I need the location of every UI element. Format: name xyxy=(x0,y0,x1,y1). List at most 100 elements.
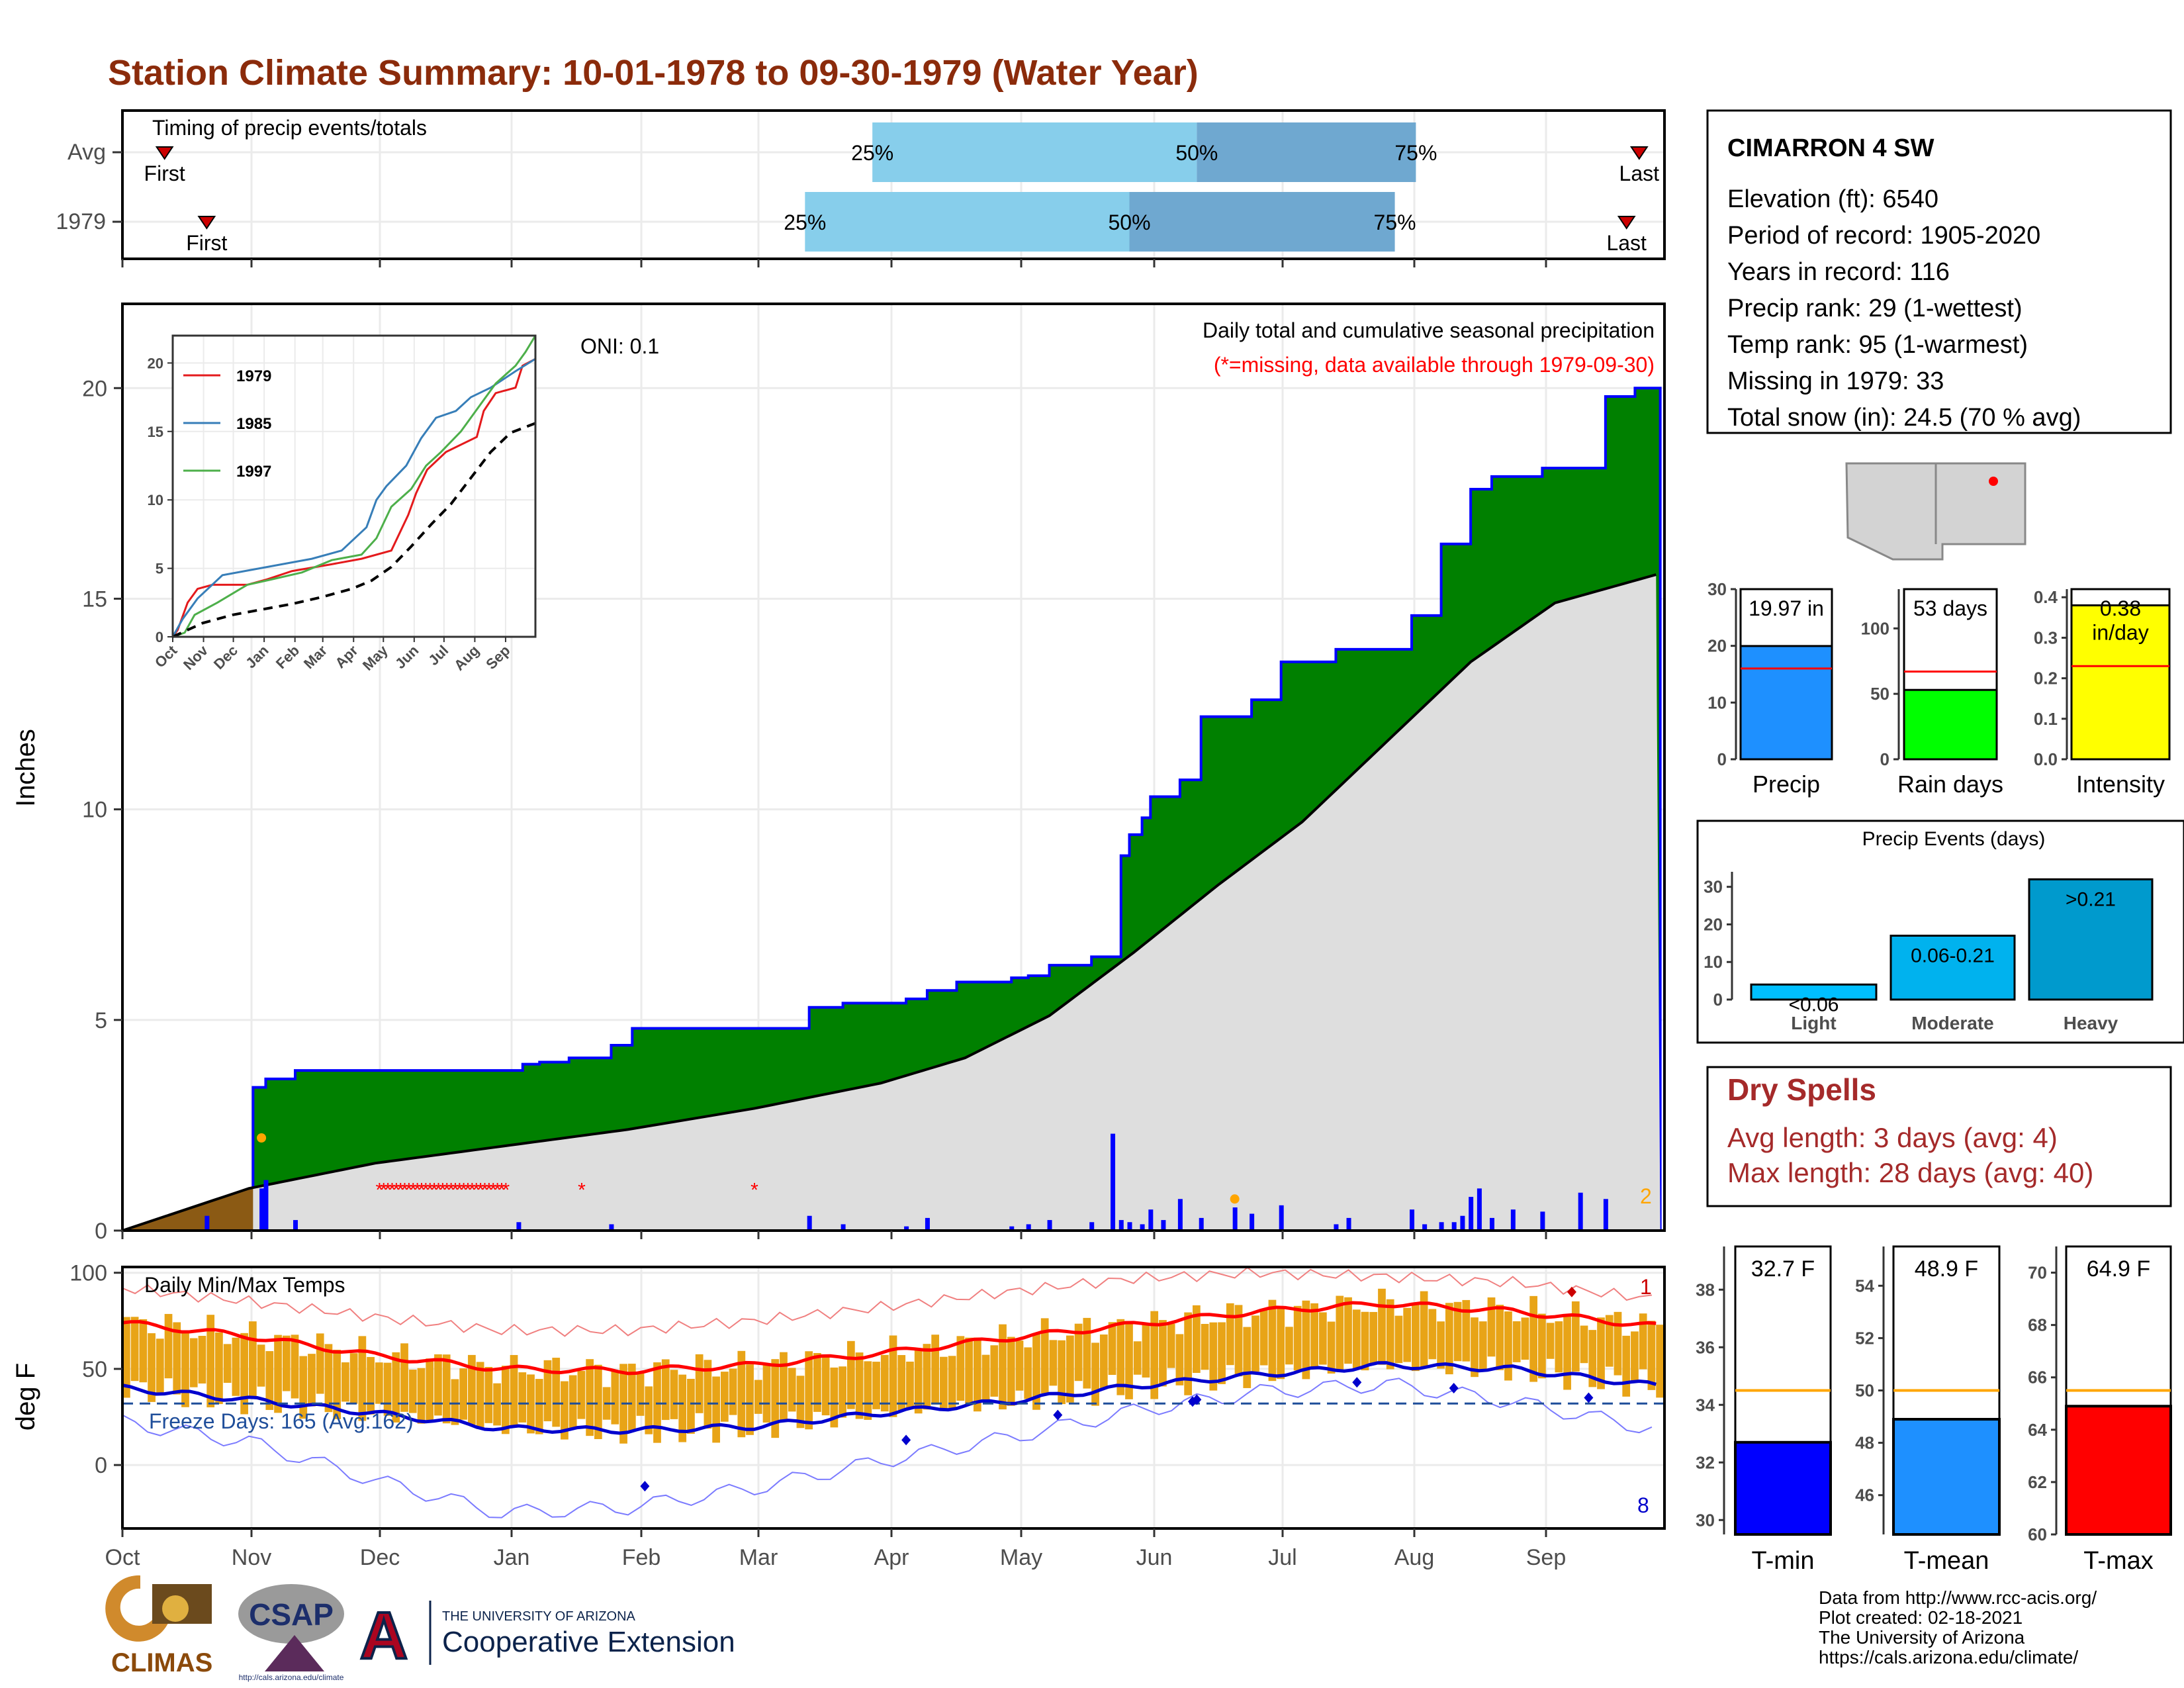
daily-precip-bar xyxy=(1451,1222,1457,1231)
timing-bar-q50-q75-1 xyxy=(1129,192,1395,252)
record-low-marker-icon xyxy=(1053,1409,1063,1421)
summary-bar-ticklabel-2-1: 0.1 xyxy=(2034,709,2058,729)
daily-temp-range-bar xyxy=(1159,1320,1167,1387)
daily-precip-bar xyxy=(1469,1197,1474,1231)
daily-temp-range-bar xyxy=(846,1340,855,1409)
daily-temp-range-bar xyxy=(400,1343,408,1412)
temperature-panel: 0 50 100 deg F Daily Min/Max Temps Freeze … xyxy=(11,1261,1666,1570)
temp-summary-label-1: T-mean xyxy=(1904,1547,1989,1575)
inset-y-ticklabel-4: 20 xyxy=(148,355,163,371)
temp-summary-ticklabel-0-3: 36 xyxy=(1696,1337,1715,1357)
temp-summary-label-2: T-max xyxy=(2083,1547,2154,1575)
station-detail-line-4: Temp rank: 95 (1-warmest) xyxy=(1727,331,2028,359)
summary-bar-ticklabel-2-2: 0.2 xyxy=(2034,669,2058,688)
daily-temp-range-bar xyxy=(1546,1323,1555,1359)
inset-legend-label-0: 1979 xyxy=(236,367,271,385)
precip-events-title: Precip Events (days) xyxy=(1862,828,2046,850)
temp-summary-ticklabel-2-5: 70 xyxy=(2028,1263,2047,1283)
summary-bar-unit-2: in/day xyxy=(2092,620,2148,644)
missing-day-star-icon: * xyxy=(443,1179,451,1201)
daily-temp-range-bar xyxy=(274,1335,282,1413)
daily-temp-range-bar xyxy=(291,1335,299,1399)
daily-temp-range-bar xyxy=(308,1354,316,1407)
daily-temp-range-bar xyxy=(1277,1308,1285,1380)
daily-temp-range-bar xyxy=(569,1375,577,1429)
daily-temp-range-bar xyxy=(973,1337,981,1412)
daily-temp-range-bar xyxy=(1083,1317,1091,1389)
daily-temp-range-bar xyxy=(1445,1303,1453,1375)
average-cumulative-line xyxy=(122,573,1657,1232)
month-label-4: Feb xyxy=(622,1545,661,1570)
daily-temp-range-bar xyxy=(678,1374,687,1442)
timing-frame xyxy=(121,109,1666,260)
daily-temp-range-bar xyxy=(914,1350,923,1414)
daily-temp-range-bar xyxy=(1091,1342,1099,1406)
daily-temp-range-bar xyxy=(805,1351,813,1430)
daily-precip-bar xyxy=(259,1188,265,1231)
daily-temp-range-bar xyxy=(1512,1321,1521,1362)
daily-temp-range-bar xyxy=(855,1352,864,1419)
inset-y-ticklabel-3: 15 xyxy=(148,424,163,440)
daily-temp-range-bar xyxy=(1344,1297,1352,1364)
daily-temp-range-bar xyxy=(695,1354,704,1413)
daily-temp-range-bar xyxy=(459,1368,468,1420)
daily-temp-range-bar xyxy=(1066,1335,1074,1403)
precip-count-label: 2 xyxy=(1640,1184,1652,1208)
daily-temp-range-bar xyxy=(864,1361,872,1420)
record-max-envelope-line xyxy=(122,1266,1653,1337)
climas-logo-swirl xyxy=(105,1575,169,1642)
station-detail-line-5: Missing in 1979: 33 xyxy=(1727,367,1944,395)
daily-precip-bar xyxy=(1334,1224,1339,1231)
events-y-ticklabel-3: 30 xyxy=(1704,877,1723,897)
daily-temp-range-bar xyxy=(1471,1317,1479,1378)
daily-temp-range-bar xyxy=(468,1354,476,1425)
daily-precip-bar xyxy=(1118,1220,1124,1231)
month-label-5: Mar xyxy=(739,1545,778,1570)
precip-y-axis: 0 5 10 15 20 xyxy=(82,376,1547,1244)
last-event-marker-icon-0 xyxy=(1629,146,1649,160)
missing-day-star-icon: * xyxy=(494,1179,502,1201)
timing-q75-label-0: 75% xyxy=(1394,141,1437,165)
daily-temp-range-bar xyxy=(956,1336,965,1401)
temp-summary-ticklabel-0-2: 34 xyxy=(1696,1395,1715,1415)
daily-precip-bar xyxy=(263,1180,269,1231)
daily-temp-range-bar xyxy=(1588,1330,1597,1387)
daily-temp-range-bar xyxy=(257,1344,265,1387)
daily-temp-range-bar xyxy=(948,1356,956,1410)
temp-y-ticklabel-2: 100 xyxy=(69,1261,107,1286)
timing-q25-label-0: 25% xyxy=(851,141,893,165)
temp-summary-ticklabel-0-0: 30 xyxy=(1696,1510,1715,1530)
daily-temp-range-bar xyxy=(889,1335,897,1417)
daily-temp-range-bar xyxy=(1201,1323,1209,1370)
daily-temp-range-bar xyxy=(1479,1321,1487,1371)
missing-day-star-icon: * xyxy=(426,1179,434,1201)
daily-temp-range-bar xyxy=(1369,1311,1378,1364)
daily-temp-range-bar xyxy=(282,1335,291,1391)
missing-day-star-icon: * xyxy=(375,1179,383,1201)
daily-temp-range-bar xyxy=(442,1354,451,1424)
temp-summary-ticklabel-2-4: 68 xyxy=(2028,1315,2047,1335)
daily-temp-range-bar xyxy=(1108,1322,1116,1376)
missing-day-star-icon: * xyxy=(435,1179,443,1201)
summary-bar-ticklabel-1-1: 50 xyxy=(1870,684,1889,704)
daily-temp-range-bar xyxy=(434,1354,442,1416)
daily-temp-range-bar xyxy=(1142,1324,1150,1378)
daily-temp-range-bar xyxy=(636,1372,645,1416)
daily-precip-bar xyxy=(1148,1209,1154,1231)
footer-line-3: https://cals.arizona.edu/climate/ xyxy=(1819,1647,2078,1667)
temp-y-ticklabel-1: 50 xyxy=(82,1357,107,1382)
csap-logo-cloud xyxy=(238,1584,344,1644)
daily-temp-range-bar xyxy=(645,1386,653,1434)
first-event-marker-icon-1 xyxy=(197,216,216,230)
daily-precip-bar xyxy=(1422,1224,1428,1231)
station-info-frame xyxy=(1706,109,2172,434)
daily-temp-range-bar xyxy=(1268,1299,1277,1382)
temp-plot xyxy=(122,1266,1664,1519)
daily-temp-range-bar xyxy=(232,1337,240,1396)
missing-day-star-icon: * xyxy=(405,1179,413,1201)
precip-event-range-0: <0.06 xyxy=(1789,994,1839,1015)
month-label-11: Sep xyxy=(1526,1545,1567,1570)
